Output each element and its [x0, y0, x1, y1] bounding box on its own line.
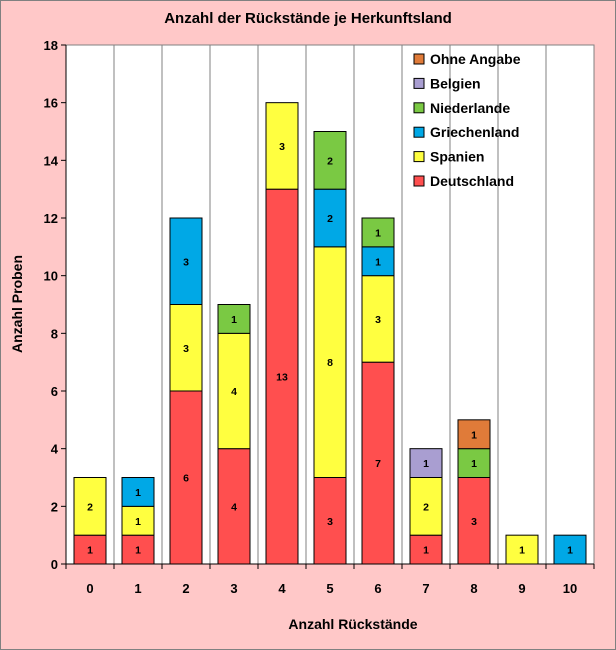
data-label: 1	[423, 458, 429, 470]
x-tick-label: 0	[86, 581, 93, 596]
bar-segment-niederlande	[457, 448, 491, 478]
data-label: 6	[183, 473, 189, 485]
y-tick-label: 8	[51, 326, 58, 341]
x-tick-label: 1	[134, 581, 141, 596]
data-label: 3	[375, 314, 381, 326]
y-tick-label: 10	[44, 269, 58, 284]
bar-segment-griechenland	[121, 477, 155, 507]
data-label: 2	[87, 501, 93, 513]
bar-segment-deutschland	[217, 448, 251, 565]
data-label: 1	[375, 227, 381, 239]
legend-swatch-deutschland	[413, 175, 425, 187]
x-tick-label: 4	[278, 581, 286, 596]
y-tick-label: 18	[44, 38, 58, 53]
legend-swatch-spanien	[413, 151, 425, 163]
legend-swatch-griechenland	[413, 126, 425, 138]
y-tick-label: 4	[51, 442, 59, 457]
y-tick-label: 0	[51, 557, 58, 572]
bar-segment-spanien	[73, 477, 107, 536]
legend-swatch-ohne-angabe	[413, 53, 425, 65]
data-label: 1	[135, 516, 141, 528]
bar-segment-niederlande	[217, 304, 251, 334]
data-label: 2	[327, 155, 333, 167]
data-label: 4	[231, 501, 237, 513]
x-tick-label: 6	[374, 581, 381, 596]
y-tick-label: 2	[51, 499, 58, 514]
chart-title: Anzahl der Rückstände je Herkunftsland	[164, 10, 452, 27]
y-axis-label: Anzahl Proben	[9, 255, 25, 353]
data-label: 3	[327, 516, 333, 528]
bar-segment-spanien	[505, 534, 539, 565]
bar-segment-spanien	[121, 505, 155, 536]
legend-swatch-belgien	[413, 77, 425, 89]
x-tick-label: 5	[326, 581, 333, 596]
bar-segment-belgien	[409, 448, 443, 478]
legend-label-niederlande: Niederlande	[430, 100, 510, 116]
legend: Ohne Angabe Belgien Niederlande Griechenlan…	[413, 51, 521, 189]
data-label: 1	[423, 545, 429, 557]
x-tick-label: 2	[182, 581, 189, 596]
bar-segment-deutschland	[121, 534, 155, 565]
bar-segment-spanien	[361, 275, 395, 363]
legend-label-belgien: Belgien	[430, 75, 481, 91]
data-label: 8	[327, 357, 333, 369]
data-label: 3	[183, 343, 189, 355]
x-tick-label: 3	[230, 581, 237, 596]
data-label: 1	[231, 314, 237, 326]
y-tick-label: 16	[44, 96, 58, 111]
legend-label-griechenland: Griechenland	[430, 124, 519, 140]
data-label: 1	[567, 545, 573, 557]
legend-label-ohne-angabe: Ohne Angabe	[430, 51, 521, 67]
legend-label-spanien: Spanien	[430, 149, 484, 165]
data-label: 1	[135, 487, 141, 499]
bar-segment-spanien	[217, 332, 251, 450]
data-label: 1	[87, 545, 93, 557]
y-tick-label: 12	[44, 211, 58, 226]
legend-label-deutschland: Deutschland	[430, 173, 514, 189]
x-tick-label: 10	[563, 581, 577, 596]
data-label: 1	[135, 545, 141, 557]
data-label: 2	[423, 501, 429, 513]
bar-segment-niederlande	[313, 131, 347, 190]
data-label: 4	[231, 386, 237, 398]
x-axis-label: Anzahl Rückstände	[288, 616, 417, 632]
data-label: 3	[471, 516, 477, 528]
bar-segment-deutschland	[361, 361, 395, 565]
y-tick-label: 6	[51, 384, 58, 399]
data-label: 1	[519, 545, 525, 557]
x-tick-label: 8	[470, 581, 477, 596]
bar-segment-deutschland	[73, 534, 107, 565]
data-label: 3	[183, 256, 189, 268]
legend-swatch-niederlande	[413, 102, 425, 114]
data-label: 1	[471, 429, 477, 441]
bar-segment-ohne-angabe	[457, 419, 491, 450]
data-label: 3	[279, 141, 285, 153]
y-tick-label: 14	[44, 153, 59, 168]
x-tick-label: 9	[518, 581, 525, 596]
data-label: 2	[327, 213, 333, 225]
data-label: 13	[276, 372, 288, 384]
bar-segment-griechenland	[361, 246, 395, 277]
bar-segment-niederlande	[361, 217, 395, 248]
bar-segment-spanien	[313, 246, 347, 478]
data-label: 1	[375, 256, 381, 268]
bar-segment-griechenland	[553, 534, 587, 565]
bar-segment-deutschland	[265, 188, 299, 565]
bar-segment-griechenland	[169, 217, 203, 305]
data-label: 1	[471, 458, 477, 470]
bar-segment-deutschland	[457, 477, 491, 565]
x-tick-label: 7	[422, 581, 429, 596]
data-label: 7	[375, 458, 381, 470]
bar-segment-griechenland	[313, 188, 347, 248]
bar-segment-spanien	[265, 102, 299, 190]
